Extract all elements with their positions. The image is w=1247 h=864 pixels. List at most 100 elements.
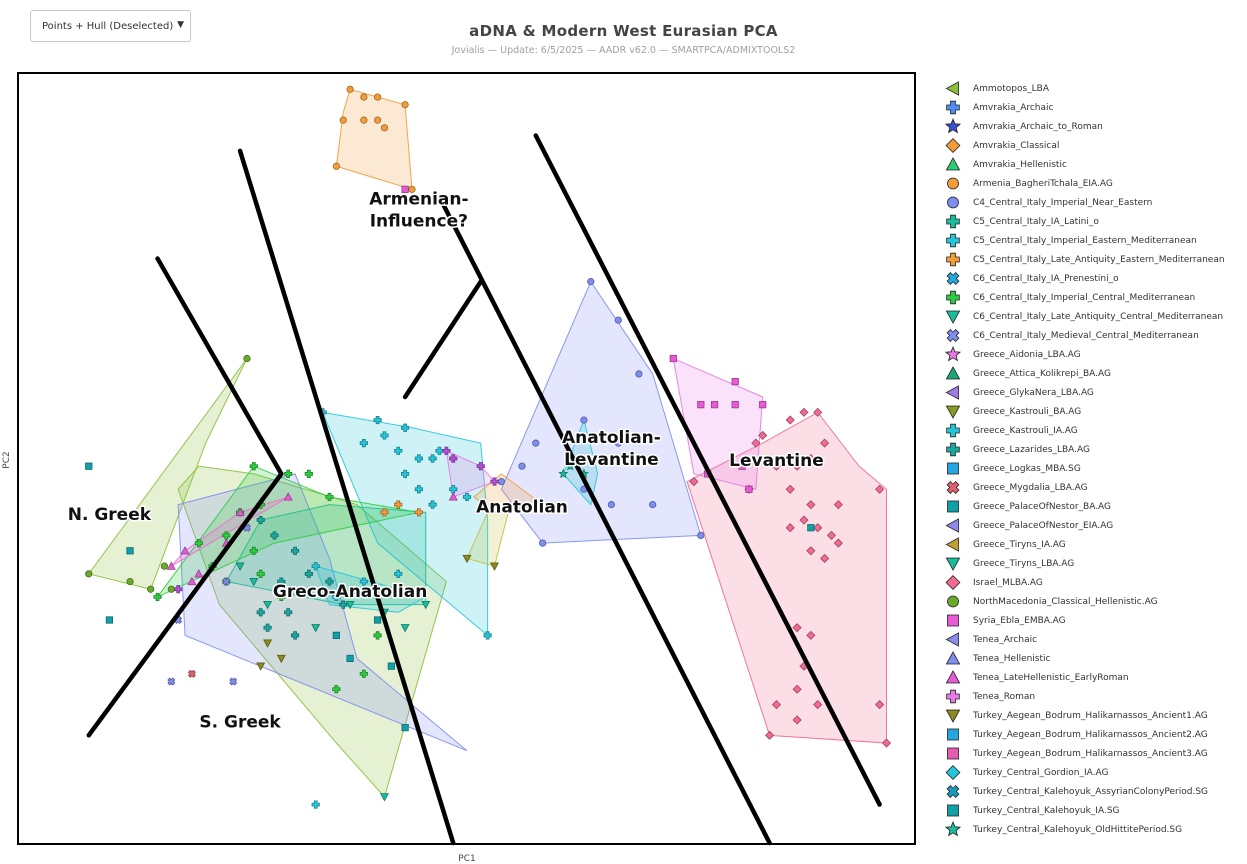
data-point[interactable] — [256, 608, 265, 617]
data-point[interactable] — [807, 524, 815, 532]
series-tenea-latehellenistic-earlyroman[interactable] — [166, 492, 458, 586]
data-point[interactable] — [332, 631, 340, 639]
data-point[interactable] — [284, 469, 293, 478]
data-point[interactable] — [435, 446, 444, 455]
data-point[interactable] — [167, 585, 175, 593]
data-point[interactable] — [401, 185, 409, 193]
data-point[interactable] — [799, 515, 809, 525]
series-greece-palaceofnestor-ba-ag[interactable] — [85, 462, 815, 732]
data-point[interactable] — [167, 677, 176, 686]
data-point[interactable] — [580, 416, 588, 424]
data-point[interactable] — [222, 577, 231, 586]
data-point[interactable] — [290, 631, 300, 640]
data-point[interactable] — [881, 738, 892, 748]
data-point[interactable] — [270, 531, 279, 540]
legend-item[interactable]: Greece_PalaceOfNestor_BA.AG — [940, 497, 1247, 516]
data-point[interactable] — [380, 431, 389, 440]
data-point[interactable] — [813, 407, 823, 417]
data-point[interactable] — [360, 116, 368, 124]
legend-item[interactable]: NorthMacedonia_Classical_Hellenistic.AG — [940, 592, 1247, 611]
data-point[interactable] — [558, 468, 569, 479]
data-point[interactable] — [448, 492, 458, 501]
data-point[interactable] — [442, 446, 451, 455]
data-point[interactable] — [731, 377, 739, 386]
data-point[interactable] — [826, 530, 837, 540]
legend-item[interactable]: C6_Central_Italy_Late_Antiquity_Central_… — [940, 307, 1247, 326]
data-point[interactable] — [820, 553, 830, 564]
data-point[interactable] — [263, 601, 273, 610]
data-point[interactable] — [360, 93, 368, 101]
series-armenia-bagheritchala-eia-ag[interactable] — [332, 85, 416, 193]
legend-item[interactable]: Greece_GlykaNera_LBA.AG — [940, 383, 1247, 402]
data-point[interactable] — [785, 523, 795, 533]
data-point[interactable] — [277, 592, 286, 601]
legend-item[interactable]: Amvrakia_Classical — [940, 136, 1247, 155]
data-point[interactable] — [387, 662, 395, 670]
data-point[interactable] — [414, 485, 423, 494]
data-point[interactable] — [276, 654, 286, 664]
data-point[interactable] — [421, 601, 431, 610]
data-point[interactable] — [373, 631, 382, 640]
hull-armenia-bagheritchala-eia-ag[interactable] — [335, 88, 413, 191]
data-point[interactable] — [379, 793, 389, 802]
data-point[interactable] — [256, 662, 266, 671]
data-point[interactable] — [249, 577, 259, 587]
data-point[interactable] — [532, 439, 540, 447]
series-israel-mlba-ag[interactable] — [689, 407, 892, 748]
data-point[interactable] — [758, 430, 768, 440]
data-point[interactable] — [635, 370, 643, 378]
legend-item[interactable]: Turkey_Central_Kalehoyuk_OldHittitePerio… — [940, 820, 1247, 839]
data-point[interactable] — [380, 124, 389, 132]
data-point[interactable] — [394, 500, 403, 509]
hull-c6-central-italy-imperial-central-mediterranean[interactable] — [157, 465, 419, 598]
series-c5-central-italy-late-antiquity-eastern-mediterranean[interactable] — [380, 500, 423, 517]
pca-plot[interactable]: Armenian-Influence? N. Greek Greco-Anatoli… — [0, 0, 930, 864]
data-point[interactable] — [325, 492, 334, 502]
hull-greece-tiryns-lba-ag[interactable] — [177, 465, 447, 798]
data-point[interactable] — [346, 85, 354, 93]
data-point[interactable] — [160, 562, 169, 570]
data-point[interactable] — [194, 539, 203, 548]
data-point[interactable] — [359, 577, 368, 586]
data-point[interactable] — [401, 724, 409, 732]
data-point[interactable] — [256, 515, 265, 525]
data-point[interactable] — [359, 439, 368, 448]
data-point[interactable] — [345, 601, 355, 610]
legend-item[interactable]: C5_Central_Italy_Late_Antiquity_Eastern_… — [940, 250, 1247, 269]
data-point[interactable] — [166, 561, 176, 570]
data-point[interactable] — [710, 401, 719, 409]
data-point[interactable] — [745, 485, 753, 493]
hull-israel-mlba-ag[interactable] — [686, 411, 887, 744]
data-point[interactable] — [339, 600, 348, 609]
legend-item[interactable]: Turkey_Central_Kalehoyuk_IA.SG — [940, 801, 1247, 820]
legend-item[interactable]: Turkey_Aegean_Bodrum_Halikarnassos_Ancie… — [940, 744, 1247, 763]
hull-c4-central-italy-imperial-near-eastern[interactable] — [500, 280, 702, 544]
legend-item[interactable]: Tenea_Archaic — [940, 630, 1247, 649]
data-point[interactable] — [325, 577, 334, 586]
data-point[interactable] — [669, 354, 677, 363]
series-greece-tiryns-lba-ag[interactable] — [235, 562, 431, 802]
data-point[interactable] — [408, 185, 416, 193]
data-point[interactable] — [414, 508, 423, 517]
data-point[interactable] — [449, 485, 458, 494]
data-point[interactable] — [565, 460, 576, 471]
data-point[interactable] — [799, 407, 809, 417]
legend-item[interactable]: Amvrakia_Archaic — [940, 98, 1247, 117]
data-point[interactable] — [401, 469, 410, 478]
data-point[interactable] — [813, 523, 823, 533]
data-point[interactable] — [194, 569, 204, 578]
legend-item[interactable]: Ammotopos_LBA — [940, 79, 1247, 98]
data-point[interactable] — [311, 800, 320, 809]
legend-item[interactable]: Turkey_Aegean_Bodrum_Halikarnassos_Ancie… — [940, 725, 1247, 744]
data-point[interactable] — [539, 539, 547, 547]
data-point[interactable] — [401, 423, 410, 432]
series-tenea-roman[interactable] — [174, 446, 499, 594]
data-point[interactable] — [490, 477, 499, 486]
data-point[interactable] — [256, 569, 265, 578]
data-point[interactable] — [792, 715, 802, 725]
legend-item[interactable]: Greece_Aidonia_LBA.AG — [940, 345, 1247, 364]
data-point[interactable] — [813, 700, 823, 710]
data-point[interactable] — [394, 446, 403, 455]
data-point[interactable] — [332, 592, 341, 601]
legend-item[interactable]: Greece_Tiryns_IA.AG — [940, 535, 1247, 554]
